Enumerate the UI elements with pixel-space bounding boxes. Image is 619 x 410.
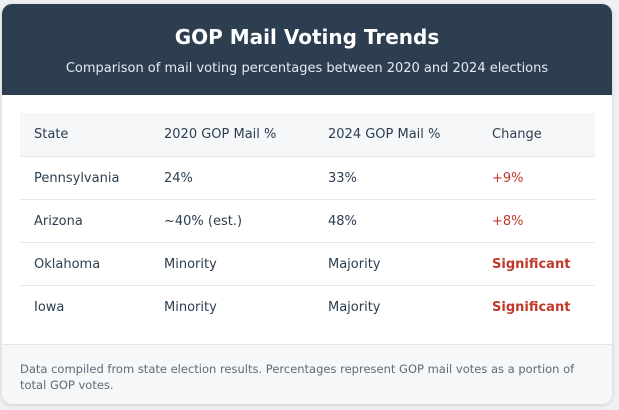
column-header-2024: 2024 GOP Mail % <box>314 113 478 157</box>
cell-change: Significant <box>492 299 571 315</box>
table-row: Pennsylvania 24% 33% +9% <box>20 156 595 200</box>
table-row: Arizona ~40% (est.) 48% +8% <box>20 199 595 243</box>
cell-2020: 24% <box>150 156 314 200</box>
cell-2020: ~40% (est.) <box>150 199 314 243</box>
footer-note: Data compiled from state election result… <box>2 344 612 404</box>
cell-2024: 33% <box>314 156 478 200</box>
table-row: Iowa Minority Majority Significant <box>20 286 595 329</box>
page-title: GOP Mail Voting Trends <box>174 25 440 49</box>
table-row: Oklahoma Minority Majority Significant <box>20 242 595 286</box>
cell-change: Significant <box>478 242 595 286</box>
page-subtitle: Comparison of mail voting percentages be… <box>65 61 549 76</box>
cell-2024: Majority <box>328 299 381 315</box>
table-header-row: State 2020 GOP Mail % 2024 GOP Mail % Ch… <box>20 113 595 157</box>
cell-2020: Minority <box>150 242 314 286</box>
cell-2024: Majority <box>314 242 478 286</box>
table-container: State 2020 GOP Mail % 2024 GOP Mail % Ch… <box>20 113 595 328</box>
cell-change: +9% <box>478 156 595 200</box>
cell-state: Oklahoma <box>20 242 150 286</box>
cell-state: Arizona <box>20 199 150 243</box>
cell-state: Pennsylvania <box>20 156 150 200</box>
card-header: GOP Mail Voting Trends Comparison of mai… <box>2 4 612 95</box>
column-header-2020: 2020 GOP Mail % <box>150 113 314 157</box>
cell-2020: Minority <box>164 299 217 315</box>
column-header-state: State <box>20 113 150 157</box>
column-header-change: Change <box>478 113 595 157</box>
trends-card: GOP Mail Voting Trends Comparison of mai… <box>2 4 612 404</box>
cell-change: +8% <box>478 199 595 243</box>
mail-voting-table: State 2020 GOP Mail % 2024 GOP Mail % Ch… <box>20 113 595 328</box>
cell-state: Iowa <box>34 299 65 315</box>
cell-2024: 48% <box>314 199 478 243</box>
